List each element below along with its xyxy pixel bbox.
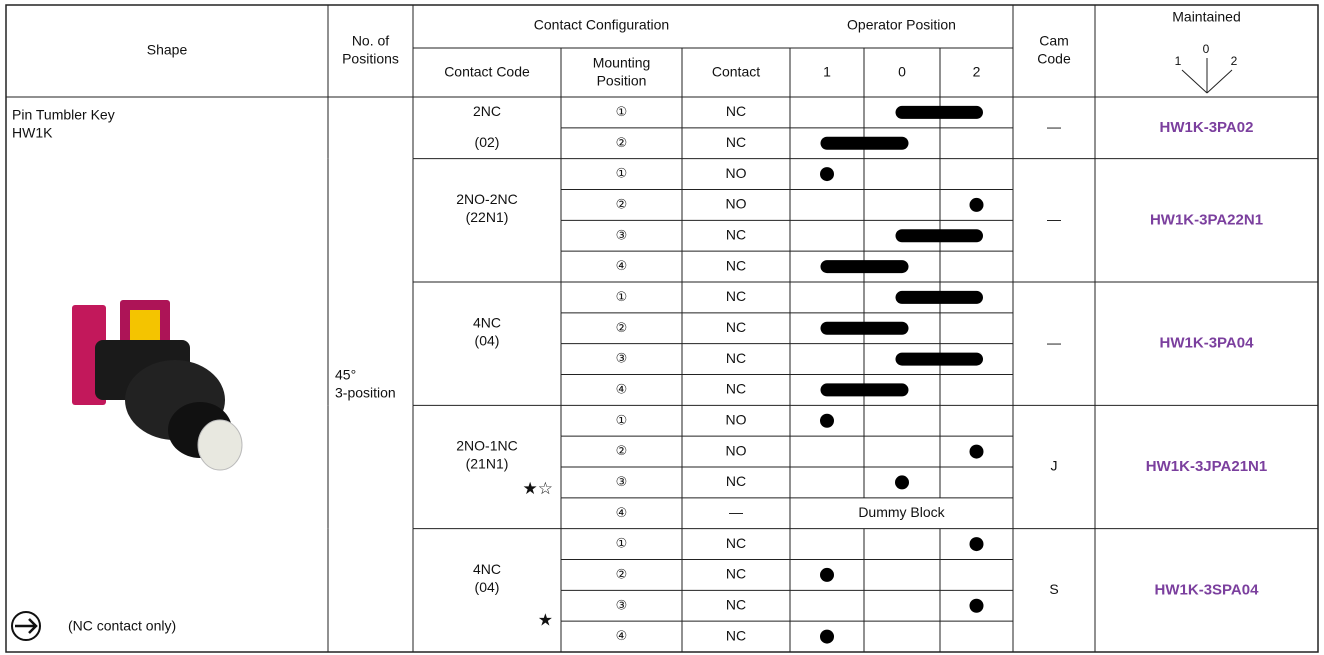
cell-text: NC — [726, 566, 746, 582]
cell-text: HW1K-3PA04 — [1160, 335, 1255, 352]
cell-text: ② — [616, 444, 628, 459]
cell-text: — — [1047, 119, 1061, 135]
cell-text: (02) — [475, 134, 500, 150]
cell-text: NC — [726, 319, 746, 335]
cell-text: ① — [616, 167, 628, 182]
cell-text: HW1K-3SPA04 — [1155, 581, 1260, 598]
cell-text: (22N1) — [466, 209, 509, 225]
cell-text: Contact — [712, 64, 760, 80]
cell-text: Cam — [1039, 33, 1069, 49]
contact-dot — [969, 537, 984, 552]
cell-text: 4NC — [473, 561, 501, 577]
cell-text: 3-position — [335, 385, 396, 401]
cell-text: ② — [616, 197, 628, 212]
cell-text: (04) — [475, 332, 500, 348]
cell-text: NC — [726, 103, 746, 119]
cell-text: — — [729, 504, 743, 520]
cell-text: NO — [726, 411, 747, 427]
cell-text: ① — [616, 290, 628, 305]
contact-dot — [820, 629, 834, 644]
cell-text: NC — [726, 596, 746, 612]
cell-text: ③ — [616, 352, 628, 367]
cell-text: HW1K-3JPA21N1 — [1146, 458, 1267, 475]
cell-text: HW1K — [12, 125, 53, 141]
cell-text: 2 — [1231, 54, 1238, 68]
cell-text: Mounting — [593, 55, 651, 71]
cell-text: — — [1047, 334, 1061, 350]
cell-text: NC — [726, 288, 746, 304]
cell-text: HW1K-3PA22N1 — [1150, 211, 1263, 228]
cell-text: (21N1) — [466, 456, 509, 472]
cell-text: S — [1049, 581, 1058, 597]
table-border — [5, 4, 1319, 653]
cell-text: 45° — [335, 367, 356, 383]
cell-text: ② — [616, 321, 628, 336]
cell-text: 4NC — [473, 314, 501, 330]
cell-text: Shape — [147, 42, 188, 58]
cell-text: ② — [616, 136, 628, 151]
cell-text: NC — [726, 350, 746, 366]
contact-dot — [820, 167, 834, 182]
cell-text: (04) — [475, 579, 500, 595]
contact-dot — [895, 475, 909, 490]
product-image — [72, 300, 243, 471]
cell-text: NC — [726, 535, 746, 551]
contact-dot — [820, 567, 834, 582]
contact-dot — [969, 598, 984, 613]
cell-text: NO — [726, 165, 747, 181]
cell-text: Positions — [342, 51, 399, 67]
cell-text: HW1K-3PA02 — [1160, 119, 1254, 136]
maintained-diagram — [1181, 58, 1233, 94]
cell-text: 2NC — [473, 103, 501, 119]
cell-text: Position — [597, 73, 647, 89]
cell-text: Maintained — [1172, 9, 1241, 25]
cell-text: J — [1051, 458, 1058, 474]
cell-text: NC — [726, 226, 746, 242]
cell-text: ③ — [616, 228, 628, 243]
cell-text: Pin Tumbler Key — [12, 107, 115, 123]
cell-text: — — [1047, 211, 1061, 227]
cell-text: No. of — [352, 33, 389, 49]
cell-text: (NC contact only) — [68, 618, 176, 634]
cell-text: NO — [726, 442, 747, 458]
cell-text: Operator Position — [847, 17, 956, 33]
cell-text: 2NO-2NC — [456, 191, 517, 207]
cell-text: ③ — [616, 475, 628, 490]
cell-text: ② — [616, 567, 628, 582]
cell-text: 0 — [898, 64, 906, 80]
contact-dot — [820, 413, 834, 428]
cell-text: 2NO-1NC — [456, 438, 517, 454]
cell-text: NC — [726, 381, 746, 397]
cell-text: Code — [1037, 51, 1071, 67]
cell-text: ① — [616, 537, 628, 552]
cell-text: ④ — [616, 259, 628, 274]
cell-text: ④ — [616, 506, 628, 521]
cell-text: 1 — [823, 64, 831, 80]
contact-dot — [969, 444, 984, 459]
cell-text: ④ — [616, 382, 628, 397]
cell-text: ③ — [616, 598, 628, 613]
cell-text: ★ — [538, 610, 553, 630]
cell-text: 2 — [973, 64, 981, 80]
cell-text: NC — [726, 627, 746, 643]
cell-text: Dummy Block — [858, 504, 945, 520]
cell-text: ① — [616, 105, 628, 120]
cell-text: NO — [726, 196, 747, 212]
cell-text: NC — [726, 134, 746, 150]
cell-text: NC — [726, 257, 746, 273]
contact-dot — [969, 197, 984, 212]
cell-text: ★☆ — [523, 479, 553, 499]
cell-text: NC — [726, 473, 746, 489]
cell-text: 0 — [1203, 42, 1210, 56]
arrow-icon — [11, 611, 41, 641]
cell-text: 1 — [1175, 54, 1182, 68]
cell-text: ④ — [616, 629, 628, 644]
cell-text: ① — [616, 413, 628, 428]
cell-text: Contact Configuration — [534, 17, 669, 33]
cell-text: Contact Code — [444, 64, 530, 80]
